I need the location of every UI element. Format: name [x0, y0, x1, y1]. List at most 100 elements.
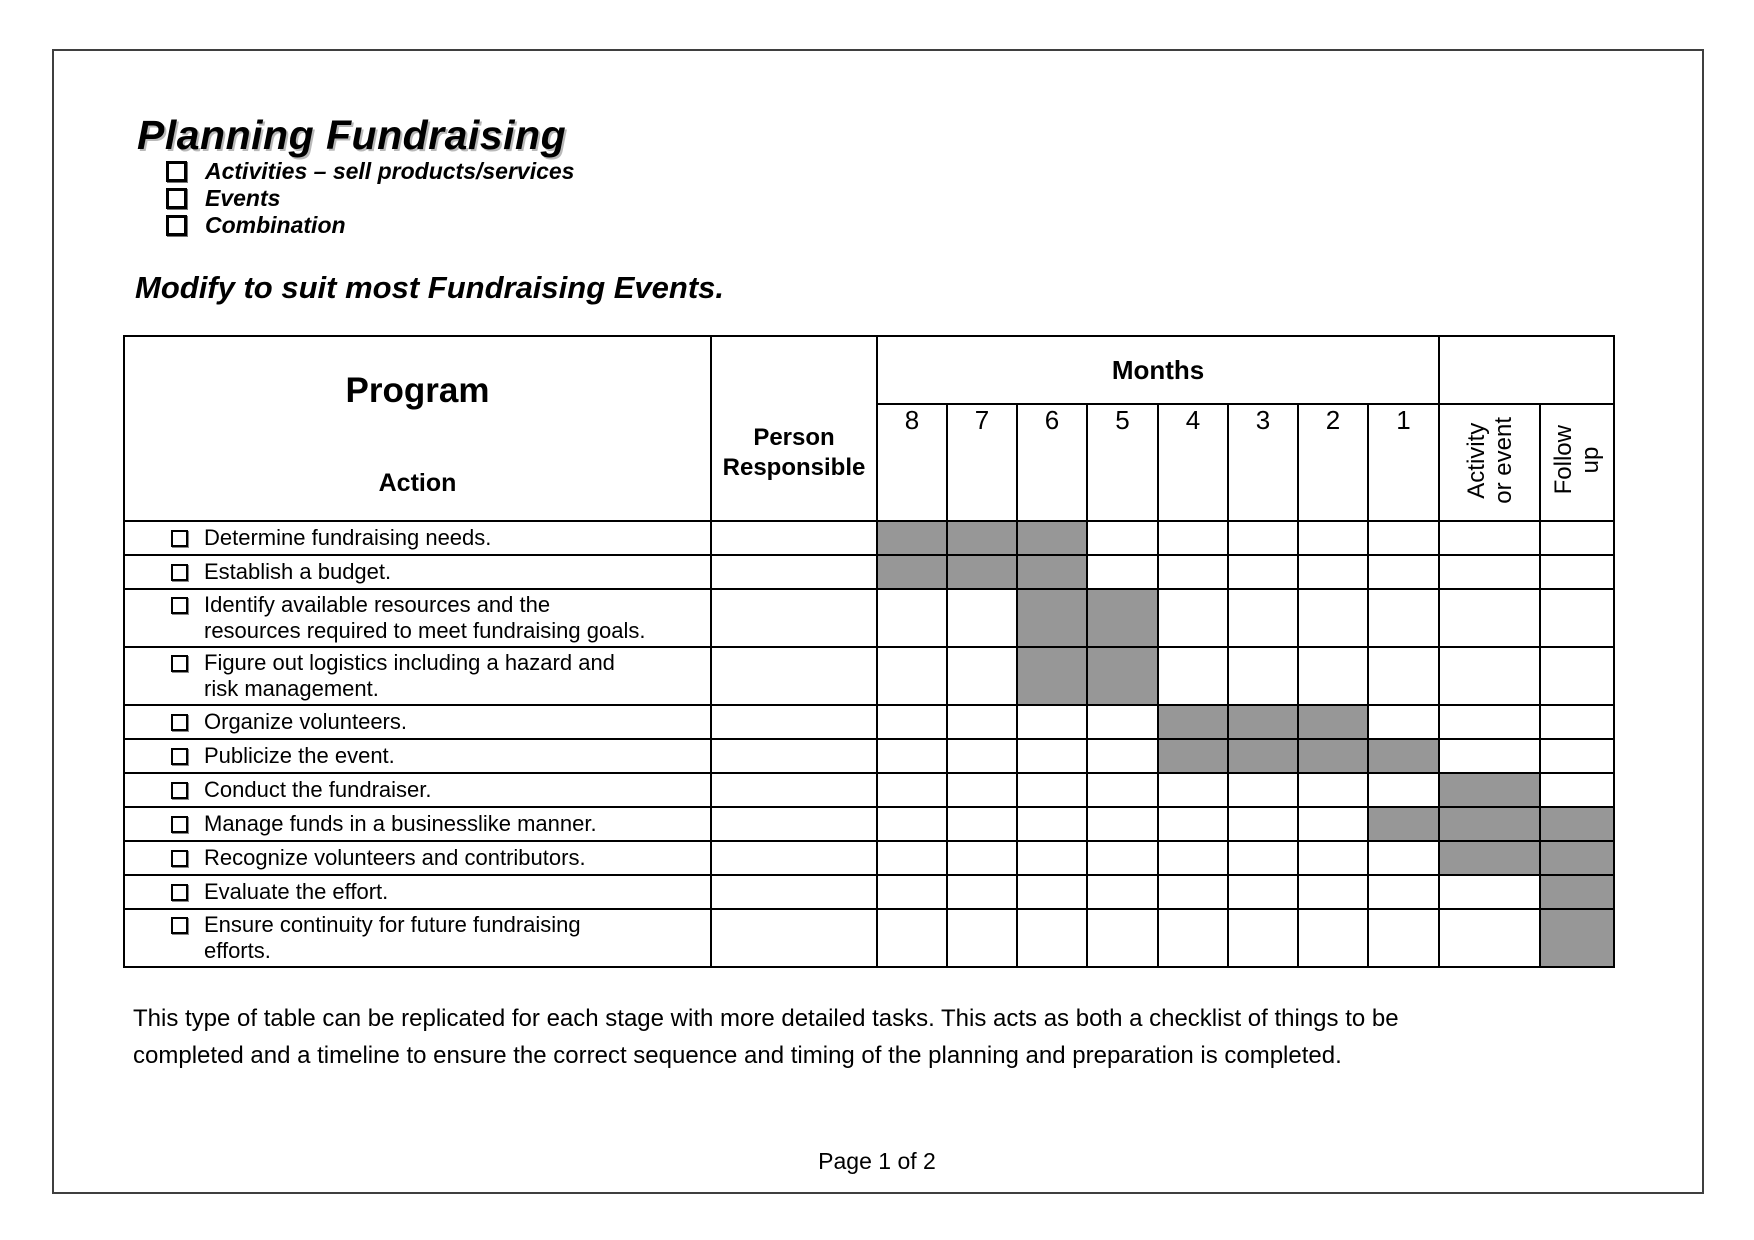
month-cell-3 — [1227, 554, 1299, 590]
bullet-label: Combination — [205, 212, 346, 238]
months-header-spacer-cell — [1438, 335, 1616, 405]
section-subtitle: Modify to suit most Fundraising Events. — [135, 270, 725, 305]
action-cell: Manage funds in a businesslike manner. — [123, 806, 712, 842]
page-border — [52, 49, 1704, 1194]
month-cell-7 — [946, 772, 1018, 808]
follow-up-cell — [1539, 588, 1616, 648]
month-cell-8 — [876, 840, 948, 876]
month-cell-3 — [1227, 588, 1299, 648]
month-cell-7 — [946, 840, 1018, 876]
month-column-header-1: 1 — [1366, 403, 1441, 522]
month-cell-6 — [1016, 874, 1088, 910]
month-cell-2 — [1297, 588, 1369, 648]
follow-up-cell — [1539, 806, 1616, 842]
checkbox-icon — [171, 564, 188, 581]
action-label: Evaluate the effort. — [204, 879, 389, 904]
follow-up-cell — [1539, 840, 1616, 876]
activity-cell — [1438, 874, 1542, 910]
month-cell-6 — [1016, 520, 1088, 556]
month-cell-4 — [1157, 588, 1229, 648]
note-paragraph: This type of table can be replicated for… — [133, 1000, 1673, 1074]
follow-up-cell — [1539, 704, 1616, 740]
table-row: Ensure continuity for future fundraising… — [123, 908, 1616, 968]
month-cell-3 — [1227, 806, 1299, 842]
month-cell-8 — [876, 738, 948, 774]
month-cell-6 — [1016, 806, 1088, 842]
action-cell: Recognize volunteers and contributors. — [123, 840, 712, 876]
month-cell-4 — [1157, 874, 1229, 910]
activity-cell — [1438, 738, 1542, 774]
checkbox-icon — [171, 530, 188, 547]
month-cell-8 — [876, 520, 948, 556]
checkbox-icon — [171, 655, 188, 672]
month-column-header-3: 3 — [1227, 403, 1299, 522]
person-responsible-cell — [710, 646, 878, 706]
month-cell-1 — [1366, 772, 1441, 808]
month-cell-7 — [946, 874, 1018, 910]
month-cell-1 — [1366, 588, 1441, 648]
gantt-table-body: Determine fundraising needs. Establish a … — [123, 520, 1616, 968]
month-cell-6 — [1016, 772, 1088, 808]
activity-cell — [1438, 520, 1542, 556]
action-label: Establish a budget. — [204, 559, 392, 584]
month-cell-5 — [1086, 738, 1159, 774]
month-cell-5 — [1086, 874, 1159, 910]
activity-cell — [1438, 840, 1542, 876]
person-responsible-cell — [710, 704, 878, 740]
follow-up-cell — [1539, 738, 1616, 774]
action-label: Identify available resources and the reso… — [204, 592, 646, 643]
activity-header-line2: or event — [1489, 416, 1517, 504]
month-cell-8 — [876, 772, 948, 808]
month-cell-8 — [876, 554, 948, 590]
month-cell-2 — [1297, 874, 1369, 910]
month-cell-2 — [1297, 908, 1369, 968]
table-row: Identify available resources and the reso… — [123, 588, 1616, 648]
person-responsible-cell — [710, 772, 878, 808]
table-row: Manage funds in a businesslike manner. — [123, 806, 1616, 842]
month-cell-1 — [1366, 646, 1441, 706]
action-label: Manage funds in a businesslike manner. — [204, 811, 597, 836]
follow-up-cell — [1539, 520, 1616, 556]
person-responsible-cell — [710, 520, 878, 556]
month-cell-4 — [1157, 554, 1229, 590]
table-row: Conduct the fundraiser. — [123, 772, 1616, 808]
bullet-label: Activities – sell products/services — [205, 158, 575, 184]
action-label: Ensure continuity for future fundraising… — [204, 912, 581, 963]
month-cell-2 — [1297, 806, 1369, 842]
table-row: Evaluate the effort. — [123, 874, 1616, 910]
month-column-header-5: 5 — [1086, 403, 1159, 522]
page-title: Planning Fundraising — [137, 112, 567, 158]
month-cell-7 — [946, 908, 1018, 968]
action-label: Determine fundraising needs. — [204, 525, 492, 550]
month-cell-1 — [1366, 874, 1441, 910]
note-line2: completed and a timeline to ensure the c… — [133, 1042, 1342, 1069]
action-cell: Figure out logistics including a hazard … — [123, 646, 712, 706]
table-row: Establish a budget. — [123, 554, 1616, 590]
month-cell-1 — [1366, 840, 1441, 876]
month-cell-2 — [1297, 520, 1369, 556]
month-cell-3 — [1227, 840, 1299, 876]
month-cell-5 — [1086, 554, 1159, 590]
month-column-header-7: 7 — [946, 403, 1018, 522]
follow-up-cell — [1539, 908, 1616, 968]
month-cell-8 — [876, 806, 948, 842]
person-responsible-cell — [710, 588, 878, 648]
month-cell-7 — [946, 554, 1018, 590]
action-label: Conduct the fundraiser. — [204, 777, 432, 802]
month-cell-7 — [946, 704, 1018, 740]
person-responsible-cell — [710, 738, 878, 774]
month-cell-7 — [946, 588, 1018, 648]
action-cell: Organize volunteers. — [123, 704, 712, 740]
table-row: Determine fundraising needs. — [123, 520, 1616, 556]
follow-up-cell — [1539, 554, 1616, 590]
month-cell-2 — [1297, 554, 1369, 590]
month-cell-4 — [1157, 738, 1229, 774]
page-number: Page 1 of 2 — [818, 1148, 936, 1174]
checkbox-icon — [171, 884, 188, 901]
person-responsible-cell — [710, 874, 878, 910]
action-cell: Identify available resources and the reso… — [123, 588, 712, 648]
checkbox-icon — [171, 917, 188, 934]
list-item: Combination — [166, 212, 574, 239]
checkbox-icon — [171, 748, 188, 765]
checkbox-icon — [166, 188, 187, 209]
